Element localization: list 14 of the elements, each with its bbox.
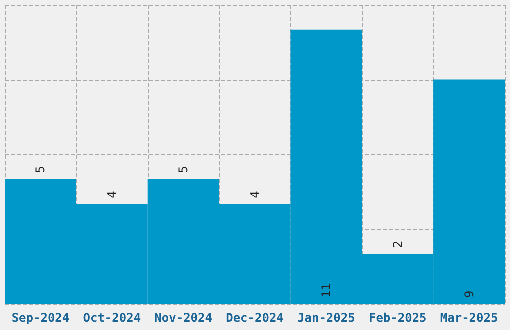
x-tick-label: Jan-2025 <box>298 311 356 325</box>
data-label: 4 <box>248 191 262 198</box>
data-label: 5 <box>34 166 48 174</box>
x-tick-label: Nov-2024 <box>154 311 212 325</box>
x-tick-label: Feb-2025 <box>368 311 427 325</box>
data-label: 5 <box>176 166 191 174</box>
x-tick-label: Oct-2024 <box>83 311 142 325</box>
x-tick-label: Dec-2024 <box>226 311 284 325</box>
data-label: 2 <box>390 240 405 248</box>
x-tick-label: Sep-2024 <box>12 311 70 325</box>
x-tick-label: Mar-2025 <box>440 311 498 325</box>
data-label: 9 <box>462 290 476 298</box>
data-label: 4 <box>105 191 120 198</box>
data-label: 11 <box>319 284 334 298</box>
